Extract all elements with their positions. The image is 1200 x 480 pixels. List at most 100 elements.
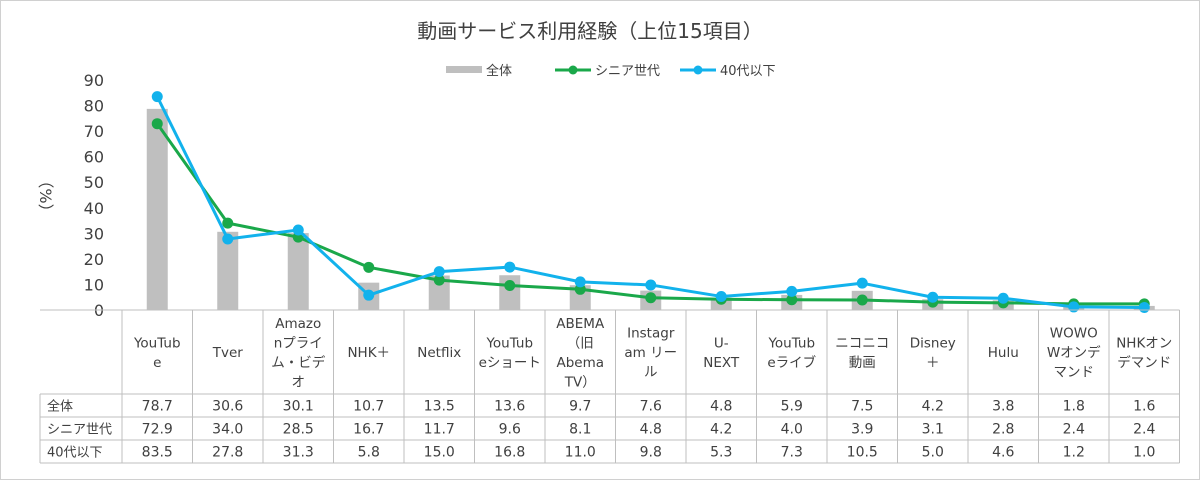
chart-title: 動画サービス利用経験（上位15項目） xyxy=(417,19,762,43)
table-cell: 30.1 xyxy=(283,399,314,415)
table-cell: 1.8 xyxy=(1063,399,1085,415)
category-label-line: U- xyxy=(714,335,729,351)
y-tick-label: 20 xyxy=(84,250,104,269)
table-cell: 83.5 xyxy=(142,445,173,461)
table-cell: 13.5 xyxy=(424,399,455,415)
row-header: 40代以下 xyxy=(47,446,103,461)
table-cell: 7.6 xyxy=(640,399,662,415)
series-marker xyxy=(856,277,868,289)
table-cell: 4.8 xyxy=(710,399,732,415)
table-cell: 2.4 xyxy=(1133,422,1155,438)
y-axis-label-text: （%） xyxy=(36,172,55,219)
table-cell: 9.8 xyxy=(640,445,662,461)
series-marker xyxy=(997,292,1009,304)
category-label-line: TV） xyxy=(564,374,596,390)
category-label-line: （旧 xyxy=(567,335,594,351)
series-marker xyxy=(433,274,445,286)
category-label-line: Instagr xyxy=(627,326,675,342)
table-cell: 10.5 xyxy=(847,445,878,461)
series-marker xyxy=(1068,301,1080,313)
category-label: Hulu xyxy=(988,345,1019,361)
category-label-line: am リー xyxy=(624,345,677,361)
category-label: NHKオンデマンド xyxy=(1116,335,1172,371)
category-label-line: ＋ xyxy=(926,355,940,371)
series-marker xyxy=(645,279,657,291)
table-cell: 3.8 xyxy=(992,399,1014,415)
bar xyxy=(217,231,239,310)
category-label: Disney ＋ xyxy=(910,335,956,371)
table-cell: 10.7 xyxy=(353,399,384,415)
series-marker xyxy=(856,294,868,306)
bar xyxy=(428,275,450,310)
category-label-line: YouTub xyxy=(767,335,815,351)
legend-swatch-bar xyxy=(446,66,482,73)
table-cell: 28.5 xyxy=(283,422,314,438)
line-series xyxy=(151,91,1150,313)
data-table: YouTub e Tver Amazo nプライム・ビデオ NHK＋ Netflix YouT… xyxy=(39,309,1180,464)
category-label-line: デマンド xyxy=(1117,354,1171,371)
series-marker xyxy=(363,261,375,273)
table-cell: 16.8 xyxy=(494,445,525,461)
table-cell: 4.2 xyxy=(710,422,732,438)
table-cell: 2.8 xyxy=(992,422,1014,438)
table-cell: 11.0 xyxy=(565,445,596,461)
table-cell: 16.7 xyxy=(353,422,384,438)
y-tick-label: 60 xyxy=(84,148,104,167)
category-label-line: Hulu xyxy=(988,345,1019,361)
table-cell: 4.6 xyxy=(992,445,1014,461)
category-label-line: Tver xyxy=(212,345,244,361)
y-axis-label: （%） xyxy=(36,172,55,219)
category-label-line: ル xyxy=(644,365,658,381)
series-marker xyxy=(504,261,516,273)
y-tick-label: 30 xyxy=(84,224,104,243)
table-cell: 3.1 xyxy=(922,422,944,438)
y-tick-label: 70 xyxy=(84,122,104,141)
category-label-line: YouTub xyxy=(485,335,533,351)
table-cell: 5.3 xyxy=(710,445,732,461)
table-cell: 7.3 xyxy=(781,445,803,461)
table-cell: 27.8 xyxy=(212,445,243,461)
category-label-line: ム・ビデ xyxy=(271,354,325,371)
category-label: NHK＋ xyxy=(347,345,390,361)
table-cell: 9.7 xyxy=(569,399,591,415)
category-label: YouTub e xyxy=(133,335,181,371)
legend-label: シニア世代 xyxy=(595,64,660,79)
series-marker xyxy=(151,91,163,103)
row-header: 全体 xyxy=(47,399,73,415)
category-label-line: NHKオン xyxy=(1116,335,1172,351)
category-label-line: 動画 xyxy=(849,355,876,371)
table-cell: 4.2 xyxy=(922,399,944,415)
series-marker xyxy=(715,290,727,302)
category-label-line: オ xyxy=(292,374,306,390)
category-label-line: Netflix xyxy=(417,345,461,361)
series-marker xyxy=(222,233,234,245)
category-label-line: eライブ xyxy=(767,354,816,371)
table-cell: 30.6 xyxy=(212,399,243,415)
bar xyxy=(146,108,168,310)
y-tick-label: 10 xyxy=(84,275,104,294)
category-label: Amazo nプライム・ビデオ xyxy=(271,316,325,391)
category-label-line: NHK＋ xyxy=(347,345,390,361)
table-cell: 31.3 xyxy=(283,445,314,461)
legend-label: 全体 xyxy=(486,63,512,79)
table-cell: 1.0 xyxy=(1133,445,1155,461)
category-label-line: ニコニコ xyxy=(835,335,889,351)
table-cell: 3.9 xyxy=(851,422,873,438)
series-marker xyxy=(1138,301,1150,313)
category-label: ニコニコ動画 xyxy=(835,335,889,371)
category-label-line: Abema xyxy=(556,355,604,371)
category-label: Tver xyxy=(212,345,244,361)
table-cell: 78.7 xyxy=(142,399,173,415)
series-marker xyxy=(222,217,234,229)
series-marker xyxy=(433,266,445,278)
table-cell: 2.4 xyxy=(1063,422,1085,438)
category-label-line: eショート xyxy=(479,355,541,371)
table-cell: 7.5 xyxy=(851,399,873,415)
table-cell: 5.8 xyxy=(358,445,380,461)
series-marker xyxy=(363,289,375,301)
y-tick-label: 90 xyxy=(84,71,104,90)
series-marker xyxy=(292,224,304,236)
series-marker xyxy=(645,292,657,304)
